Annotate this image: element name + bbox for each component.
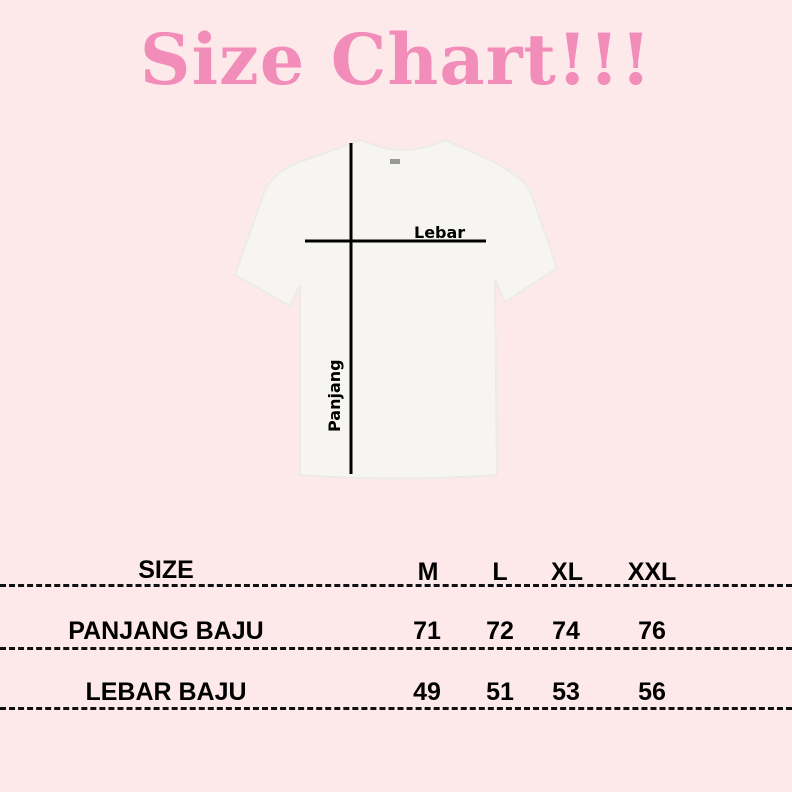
divider <box>0 584 792 587</box>
size-xxl: XXL <box>627 558 677 586</box>
lebar-l: 51 <box>486 678 514 706</box>
page-title: Size Chart!!! <box>139 18 653 101</box>
size-m: M <box>417 558 439 586</box>
tshirt-image <box>233 138 559 480</box>
panjang-m: 71 <box>413 617 441 645</box>
lebar-m: 49 <box>413 678 441 706</box>
lebar-xl: 53 <box>552 678 580 706</box>
length-label: Panjang <box>325 359 344 432</box>
panjang-l: 72 <box>486 617 514 645</box>
panjang-xl: 74 <box>552 617 580 645</box>
size-l: L <box>492 558 508 586</box>
size-header: SIZE <box>138 556 194 584</box>
divider <box>0 707 792 710</box>
brand-tag <box>390 159 400 164</box>
row-label-panjang: PANJANG BAJU <box>68 617 264 645</box>
row-label-lebar: LEBAR BAJU <box>85 678 247 706</box>
size-xl: XL <box>551 558 583 586</box>
width-label: Lebar <box>414 223 465 242</box>
panjang-xxl: 76 <box>638 617 666 645</box>
lebar-xxl: 56 <box>638 678 666 706</box>
divider <box>0 647 792 650</box>
